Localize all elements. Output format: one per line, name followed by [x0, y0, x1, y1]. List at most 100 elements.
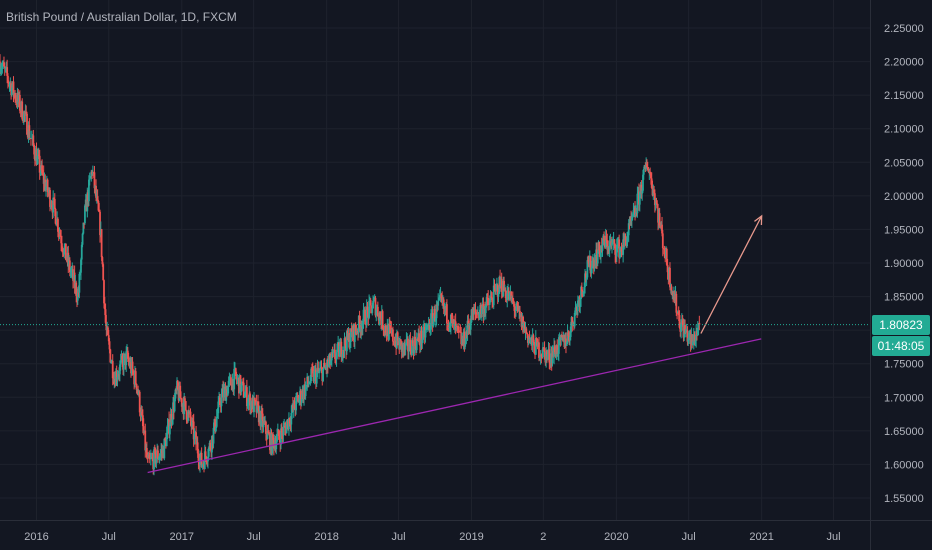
candle-body [171, 419, 174, 423]
candle-body [434, 309, 436, 322]
candle-body [641, 190, 644, 194]
candle-body [12, 81, 15, 95]
x-tick-label: 2016 [24, 531, 48, 543]
candle-body [545, 351, 548, 363]
candle-body [650, 178, 653, 188]
candle-body [256, 401, 259, 413]
candle-body [534, 337, 537, 355]
candle-body [426, 324, 429, 327]
candle-body [489, 296, 492, 301]
y-tick-label: 2.15000 [884, 90, 924, 102]
support-trendline[interactable] [147, 338, 762, 474]
candle-body [212, 427, 215, 444]
candle-body [38, 155, 41, 173]
candle-body [576, 300, 579, 311]
candle-body [503, 280, 505, 291]
candle-body [236, 379, 239, 381]
candle-body [220, 393, 223, 407]
x-tick-label: Jul [247, 531, 261, 543]
candle-body [371, 308, 374, 313]
candle-body [215, 416, 218, 427]
x-tick-label: 2019 [459, 531, 483, 543]
candle-body [523, 322, 526, 333]
candle-body [448, 327, 451, 329]
candle-body [141, 411, 143, 416]
candle-body [327, 361, 330, 367]
candle-body [243, 396, 246, 398]
candle-body [626, 235, 629, 238]
candle-body [86, 192, 89, 212]
candle-body [414, 336, 417, 346]
candle-body [155, 458, 158, 464]
candle-body [449, 314, 452, 327]
candle-body [215, 426, 217, 432]
candle-body [222, 388, 225, 398]
candle-body [526, 332, 528, 335]
candle-body [253, 398, 255, 412]
candle-body [73, 272, 76, 288]
candle-body [60, 236, 63, 244]
candle-body [553, 345, 556, 353]
y-tick-label: 1.90000 [884, 258, 924, 270]
y-tick-label: 2.00000 [884, 191, 924, 203]
candle-body [396, 332, 399, 344]
candle-body [525, 328, 528, 333]
candle-body [189, 411, 192, 422]
candle-body [561, 335, 563, 338]
candle-body [329, 353, 332, 365]
candle-body [418, 333, 421, 342]
candle-body [313, 370, 316, 382]
candle-body [429, 329, 432, 331]
candle-body [30, 138, 33, 140]
candle-body [659, 225, 662, 227]
candle-body [680, 324, 682, 332]
candle-body [527, 338, 530, 343]
candle-body [320, 367, 323, 369]
candle-body [336, 343, 339, 353]
candle-body [656, 203, 659, 209]
candle-body [662, 248, 665, 250]
candle-body [649, 171, 652, 174]
candle-body [318, 368, 321, 372]
candle-body [615, 244, 618, 257]
candle-body [44, 179, 47, 191]
candle-body [240, 384, 243, 392]
candle-body [650, 173, 652, 179]
candle-body [454, 321, 457, 327]
candle-body [122, 355, 125, 370]
candle-body [0, 68, 3, 70]
candle-body [392, 329, 394, 342]
candle-body [293, 401, 296, 409]
candle-body [3, 62, 5, 67]
candle-body [260, 411, 263, 427]
candle-body [428, 323, 431, 331]
candle-body [201, 464, 204, 468]
candle-body [132, 370, 135, 374]
candle-body [420, 330, 423, 344]
candle-body [127, 358, 130, 362]
candle-body [230, 377, 232, 386]
candle-body [557, 337, 560, 354]
candle-body [227, 380, 230, 387]
candle-body [404, 343, 407, 350]
candle-body [52, 197, 55, 213]
candle-body [661, 224, 663, 234]
candle-body [542, 347, 545, 349]
candle-body [83, 222, 86, 224]
candle-body [684, 324, 686, 333]
candle-body [478, 313, 481, 319]
candle-body [4, 67, 7, 69]
candle-body [311, 368, 313, 370]
x-tick-label: Jul [391, 531, 405, 543]
candle-body [185, 410, 188, 420]
candle-body [698, 322, 701, 325]
projection-arrow[interactable] [700, 215, 763, 334]
candle-body [22, 111, 25, 122]
candle-body [425, 327, 428, 331]
candle-body [299, 390, 302, 403]
candle-body [69, 271, 72, 273]
candle-body [605, 235, 608, 241]
candle-body [586, 260, 589, 278]
candle-body [480, 308, 483, 315]
